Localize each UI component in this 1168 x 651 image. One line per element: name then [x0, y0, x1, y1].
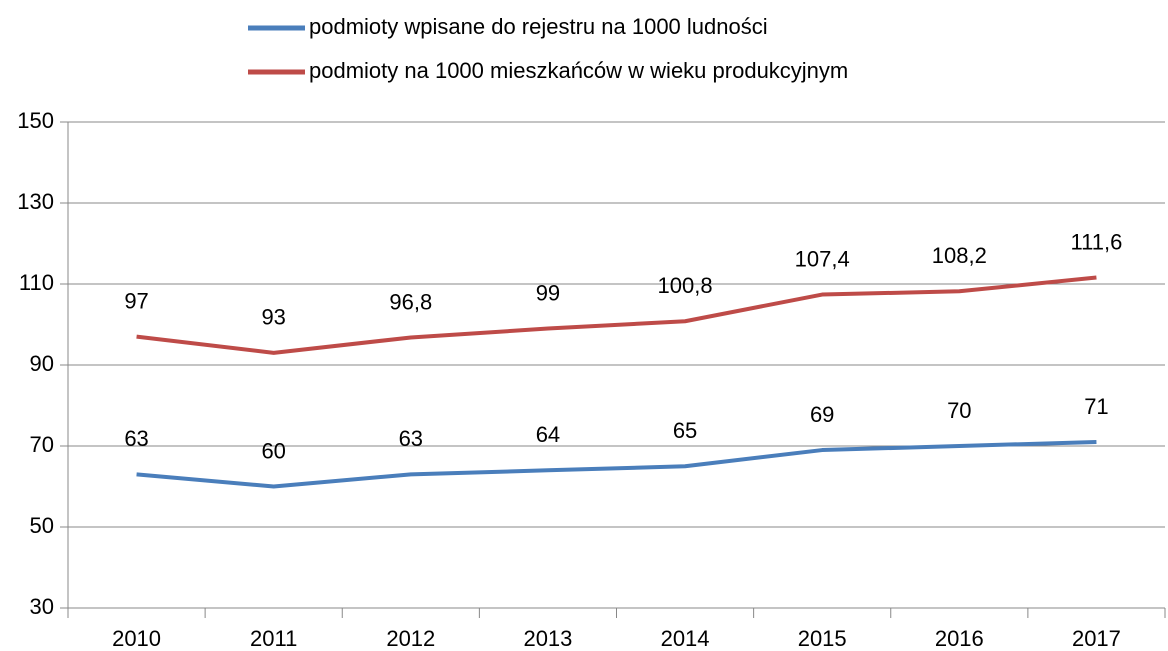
y-tick-label: 90	[30, 351, 54, 376]
data-label: 65	[673, 418, 697, 443]
series-line	[136, 275, 1097, 355]
x-tick-label: 2017	[1072, 626, 1121, 651]
legend-label: podmioty na 1000 mieszkańców w wieku pro…	[309, 58, 848, 83]
data-label: 107,4	[795, 246, 850, 271]
y-tick-label: 110	[19, 270, 54, 295]
data-label: 63	[124, 426, 148, 451]
x-tick-label: 2014	[661, 626, 710, 651]
series-line	[136, 439, 1097, 489]
data-label: 71	[1084, 394, 1108, 419]
data-label: 108,2	[932, 243, 987, 268]
data-label: 111,6	[1071, 229, 1123, 254]
data-label: 100,8	[658, 273, 713, 298]
data-label: 99	[536, 280, 560, 305]
data-label: 60	[261, 438, 285, 463]
legend-label: podmioty wpisane do rejestru na 1000 lud…	[309, 14, 768, 39]
x-tick-label: 2011	[250, 626, 297, 651]
x-tick-label: 2015	[798, 626, 847, 651]
data-label: 63	[399, 426, 423, 451]
x-tick-label: 2010	[112, 626, 161, 651]
data-label: 64	[536, 422, 560, 447]
data-label: 97	[124, 288, 148, 313]
x-tick-label: 2016	[935, 626, 984, 651]
y-tick-label: 70	[30, 432, 54, 457]
data-label: 69	[810, 402, 834, 427]
y-tick-label: 50	[30, 513, 54, 538]
y-tick-label: 150	[17, 108, 54, 133]
x-tick-label: 2012	[386, 626, 435, 651]
y-tick-label: 30	[30, 594, 54, 619]
x-tick-label: 2013	[523, 626, 572, 651]
data-label: 96,8	[389, 289, 432, 314]
data-label: 70	[947, 398, 971, 423]
y-tick-label: 130	[17, 189, 54, 214]
data-label: 93	[261, 305, 285, 330]
